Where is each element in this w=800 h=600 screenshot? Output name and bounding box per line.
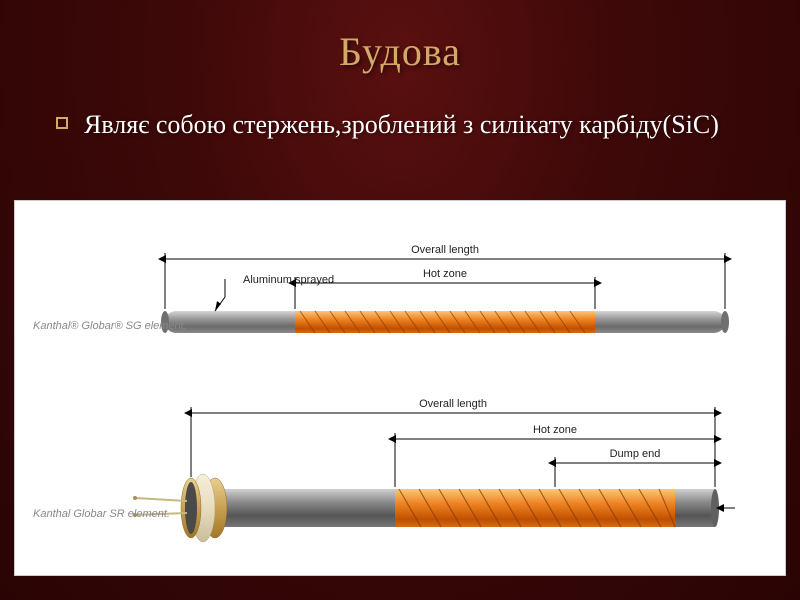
sg-aluminum-label: Aluminum sprayed (243, 274, 334, 286)
sg-overall-label: Overall length (411, 244, 479, 256)
sr-left-label: Kanthal Globar SR element. (33, 508, 170, 520)
bullet-row: Являє собою стержень,зроблений з силікат… (56, 107, 762, 142)
bullet-text: Являє собою стержень,зроблений з силікат… (84, 107, 719, 142)
slide: Будова Являє собою стержень,зроблений з … (0, 0, 800, 600)
slide-title: Будова (0, 0, 800, 75)
sg-left-label: Kanthal® Globar® SG element. (33, 320, 187, 332)
sr-overall-label: Overall length (419, 398, 487, 410)
diagram-svg: Overall length Hot zone Aluminum sprayed… (15, 201, 787, 577)
sg-hotzone-label: Hot zone (423, 268, 467, 280)
diagram-sg: Overall length Hot zone Aluminum sprayed… (33, 244, 729, 333)
sr-hotzone-label: Hot zone (533, 424, 577, 436)
bullet-marker (56, 117, 68, 129)
sr-dumpend-label: Dump end (610, 448, 661, 460)
diagram-sr: Overall length Hot zone Dump end Kanthal… (33, 398, 735, 542)
diagram-panel: Overall length Hot zone Aluminum sprayed… (14, 200, 786, 576)
